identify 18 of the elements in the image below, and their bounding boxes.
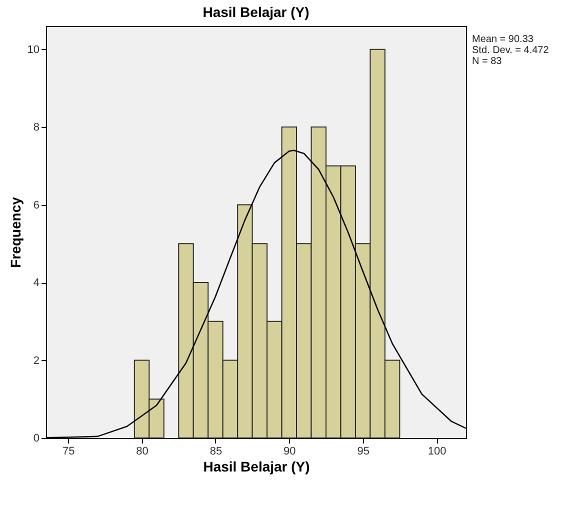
x-axis-title: Hasil Belajar (Y)	[203, 458, 310, 474]
chart-title: Hasil Belajar (Y)	[202, 4, 310, 20]
y-axis-title: Frequency	[7, 196, 24, 268]
y-tick-label: 10	[27, 44, 40, 56]
y-tick-label: 8	[33, 122, 40, 134]
x-tick-label: 85	[210, 446, 222, 458]
x-tick-label: 90	[284, 446, 296, 458]
text: Std. Dev. = 4.472	[472, 45, 550, 56]
y-tick-label: 0	[33, 432, 40, 444]
y-tick-label: 4	[33, 277, 40, 290]
y-tick-label: 2	[33, 354, 40, 367]
x-tick-label: 95	[357, 446, 370, 458]
text: Mean = 90.33	[472, 34, 534, 45]
x-tick-label: 80	[136, 446, 148, 458]
y-tick-label: 6	[33, 199, 40, 212]
x-tick-label: 75	[62, 446, 75, 458]
x-tick-label: 100	[428, 446, 446, 458]
text: N = 83	[472, 56, 502, 67]
